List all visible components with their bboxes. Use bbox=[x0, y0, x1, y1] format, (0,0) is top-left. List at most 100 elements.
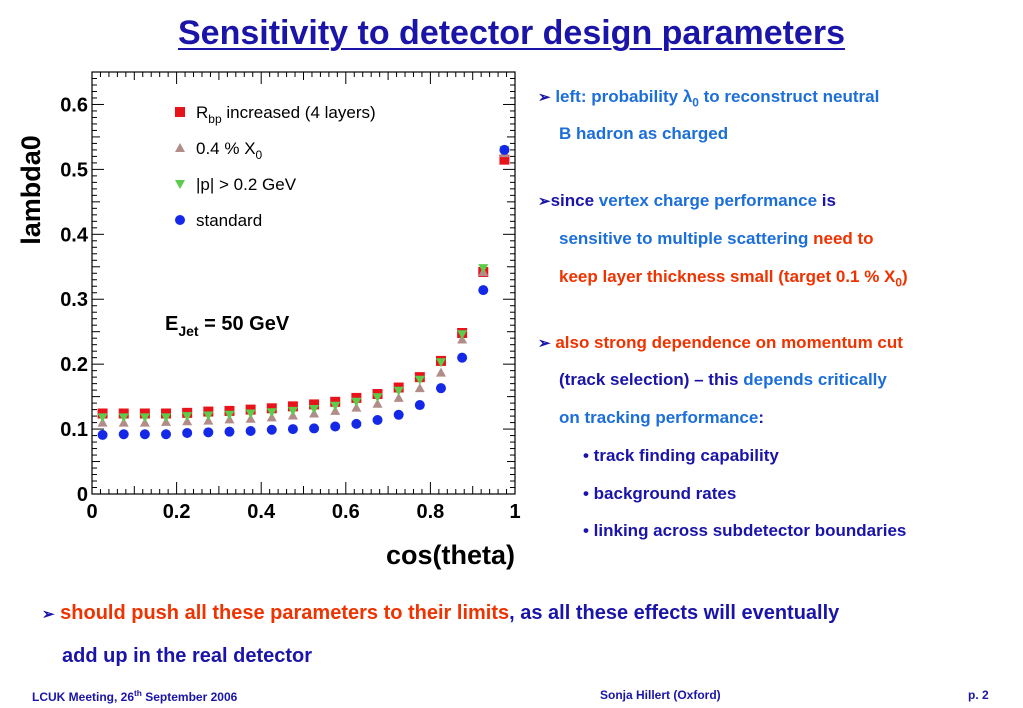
footer-author: Sonja Hillert (Oxford) bbox=[600, 688, 721, 702]
bullet-also-line2: (track selection) – this depends critica… bbox=[559, 370, 887, 389]
plot-border bbox=[91, 71, 516, 495]
data-point-triangle-down bbox=[97, 413, 108, 423]
data-point-triangle bbox=[351, 402, 362, 412]
data-point-circle bbox=[182, 427, 193, 438]
slide-title: Sensitivity to detector design parameter… bbox=[178, 14, 845, 52]
data-point-triangle-down bbox=[330, 401, 341, 411]
y-tick-label: 0 bbox=[77, 484, 88, 506]
data-point-triangle-down bbox=[182, 412, 193, 422]
y-tick-label: 0.3 bbox=[60, 289, 88, 311]
plot-frame bbox=[91, 71, 516, 495]
bullet-since-line3: keep layer thickness small (target 0.1 %… bbox=[559, 267, 908, 290]
data-point-triangle-down bbox=[309, 404, 320, 414]
data-point-triangle bbox=[414, 383, 425, 393]
tick-labels: 0 0.2 0.4 0.6 0.8 1 0 0.1 0.2 0.3 0.4 0.5 0.6 bbox=[60, 94, 520, 523]
data-point-triangle-down bbox=[435, 358, 446, 368]
legend-marker-square bbox=[175, 107, 185, 117]
data-point-circle bbox=[118, 429, 129, 440]
bullet-left-probability-line1: ➢ left: probability λ0 to reconstruct ne… bbox=[538, 87, 880, 110]
data-point-triangle-down bbox=[266, 408, 277, 418]
bullet-arrow-icon: ➢ bbox=[538, 89, 551, 106]
data-point-triangle-down bbox=[203, 411, 214, 421]
data-point-circle bbox=[457, 352, 468, 363]
data-point-square bbox=[287, 401, 298, 412]
x-tick-label: 1 bbox=[509, 501, 520, 523]
scatter-chart: 0 0.2 0.4 0.6 0.8 1 0 0.1 0.2 0.3 0.4 0.5 0.6 Rbp in… bbox=[16, 71, 521, 570]
data-point-square bbox=[309, 399, 320, 410]
legend-marker-circle bbox=[175, 215, 185, 225]
bullet-also-line3: on tracking performance: bbox=[559, 408, 764, 427]
sub-bullet-track-finding: • track finding capability bbox=[583, 446, 779, 465]
legend-label: 0.4 % X0 bbox=[196, 139, 263, 162]
data-point-triangle-down bbox=[139, 413, 150, 423]
data-point-triangle bbox=[372, 398, 383, 408]
x-axis-label: cos(theta) bbox=[386, 540, 515, 570]
energy-annotation: EJet = 50 GeV bbox=[165, 313, 290, 339]
data-point-circle bbox=[499, 144, 510, 155]
y-tick-label: 0.2 bbox=[60, 354, 88, 376]
bullet-also-line1: ➢ also strong dependence on momentum cut bbox=[538, 333, 903, 352]
y-axis-label: lambda0 bbox=[16, 135, 46, 245]
data-point-circle bbox=[351, 418, 362, 429]
legend-marker-triangle bbox=[175, 143, 185, 152]
data-point-circle bbox=[266, 424, 277, 435]
legend-marker-triangle-down bbox=[175, 180, 185, 189]
footer-meeting: LCUK Meeting, 26th September 2006 bbox=[32, 688, 238, 704]
data-point-triangle-down bbox=[393, 386, 404, 396]
data-point-circle bbox=[372, 414, 383, 425]
data-point-circle bbox=[309, 423, 320, 434]
data-point-triangle-down bbox=[118, 413, 129, 423]
data-point-circle bbox=[393, 409, 404, 420]
bullet-arrow-icon: ➢ bbox=[538, 193, 551, 210]
data-point-triangle-down bbox=[351, 397, 362, 407]
y-tick-label: 0.1 bbox=[60, 419, 88, 441]
bullet-arrow-icon: ➢ bbox=[42, 606, 55, 623]
data-point-triangle-down bbox=[287, 406, 298, 416]
x-tick-label: 0 bbox=[86, 501, 97, 523]
lambda-symbol: λ bbox=[682, 87, 693, 106]
conclusion-line2: add up in the real detector bbox=[62, 645, 313, 667]
x-tick-label: 0.6 bbox=[332, 501, 360, 523]
sub-bullet-linking: • linking across subdetector boundaries bbox=[583, 521, 907, 540]
bullet-since-line1: ➢since vertex charge performance is bbox=[538, 191, 836, 210]
legend-label: standard bbox=[196, 211, 262, 230]
x-tick-label: 0.8 bbox=[416, 501, 444, 523]
data-point-circle bbox=[224, 426, 235, 437]
bullet-since-line2: sensitive to multiple scattering need to bbox=[559, 229, 874, 248]
conclusion-line1: ➢ should push all these parameters to th… bbox=[42, 602, 840, 624]
data-point-triangle-down bbox=[224, 410, 235, 420]
data-point-triangle bbox=[393, 392, 404, 402]
y-tick-label: 0.6 bbox=[60, 94, 88, 116]
data-point-triangle-down bbox=[372, 393, 383, 403]
bullet-arrow-icon: ➢ bbox=[538, 335, 551, 352]
legend-label: Rbp increased (4 layers) bbox=[196, 103, 376, 126]
data-point-circle bbox=[287, 424, 298, 435]
x-tick-label: 0.2 bbox=[163, 501, 191, 523]
data-point-triangle-down bbox=[414, 375, 425, 385]
data-point-circle bbox=[161, 429, 172, 440]
y-tick-label: 0.5 bbox=[60, 159, 88, 181]
data-point-triangle bbox=[435, 367, 446, 377]
data-point-triangle-down bbox=[245, 409, 256, 419]
data-point-circle bbox=[330, 421, 341, 432]
data-point-triangle-down bbox=[161, 413, 172, 423]
data-point-triangle-down bbox=[457, 330, 468, 340]
data-point-circle bbox=[435, 383, 446, 394]
data-point-triangle-down bbox=[478, 264, 489, 274]
data-point-circle bbox=[414, 400, 425, 411]
legend-label: |p| > 0.2 GeV bbox=[196, 175, 297, 194]
x-tick-label: 0.4 bbox=[247, 501, 276, 523]
y-tick-label: 0.4 bbox=[60, 224, 89, 246]
axis-ticks bbox=[91, 71, 516, 495]
footer-page-number: p. 2 bbox=[968, 688, 989, 702]
sub-bullet-background-rates: • background rates bbox=[583, 484, 737, 503]
bullet-left-probability-line2: B hadron as charged bbox=[559, 124, 729, 143]
data-point-circle bbox=[97, 429, 108, 440]
data-point-circle bbox=[245, 426, 256, 437]
data-point-square bbox=[499, 154, 510, 165]
data-point-circle bbox=[139, 429, 150, 440]
data-points bbox=[97, 144, 510, 440]
data-point-circle bbox=[203, 427, 214, 438]
chart-legend: Rbp increased (4 layers) 0.4 % X0 |p| > 0.… bbox=[175, 103, 376, 230]
data-point-circle bbox=[478, 285, 489, 296]
